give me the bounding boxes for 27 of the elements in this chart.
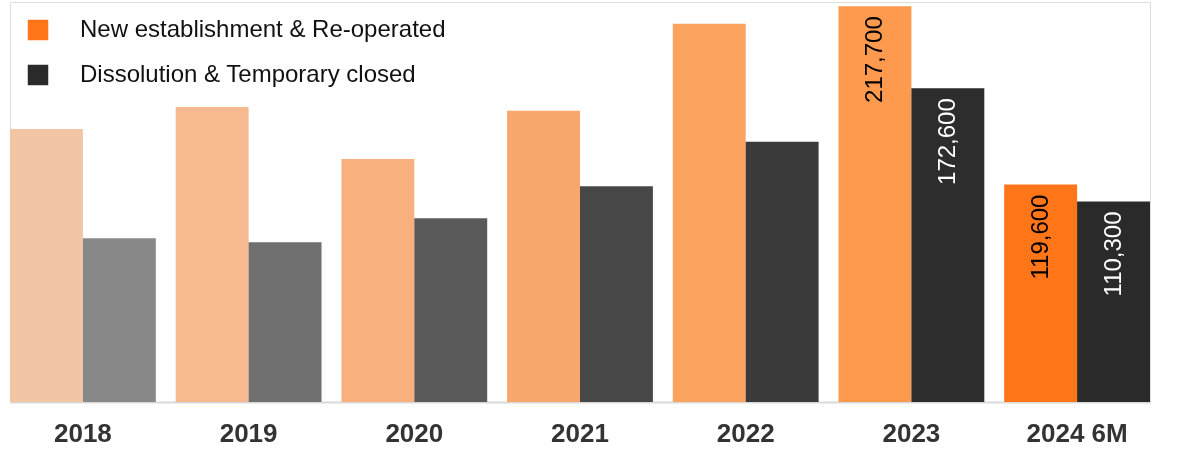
data-label: 110,300 bbox=[1098, 211, 1126, 297]
bar bbox=[911, 88, 985, 402]
bar bbox=[1004, 184, 1078, 402]
bar bbox=[248, 242, 322, 402]
legend-label: Dissolution & Temporary closed bbox=[80, 60, 416, 87]
data-label: 172,600 bbox=[932, 98, 960, 185]
bar bbox=[838, 6, 912, 402]
bar bbox=[414, 218, 488, 402]
x-tick-label: 2020 bbox=[385, 417, 444, 448]
x-tick-label: 2021 bbox=[551, 417, 609, 448]
bar bbox=[175, 106, 249, 402]
data-label: 217,700 bbox=[859, 16, 887, 103]
bar bbox=[580, 186, 653, 402]
bar bbox=[341, 159, 415, 402]
x-tick-label: 2018 bbox=[53, 417, 112, 448]
bar bbox=[1077, 201, 1150, 402]
data-label: 119,600 bbox=[1025, 194, 1053, 280]
x-tick-label: 2022 bbox=[716, 417, 775, 448]
bar bbox=[10, 129, 83, 402]
x-tick-label: 2024 6M bbox=[1026, 417, 1128, 448]
x-tick-label: 2023 bbox=[882, 417, 941, 448]
bar bbox=[507, 110, 580, 402]
bar bbox=[82, 238, 156, 402]
bar bbox=[672, 23, 746, 402]
x-tick-label: 2019 bbox=[219, 417, 278, 448]
bar bbox=[745, 141, 819, 402]
legend-label: New establishment & Re-operated bbox=[80, 15, 446, 42]
